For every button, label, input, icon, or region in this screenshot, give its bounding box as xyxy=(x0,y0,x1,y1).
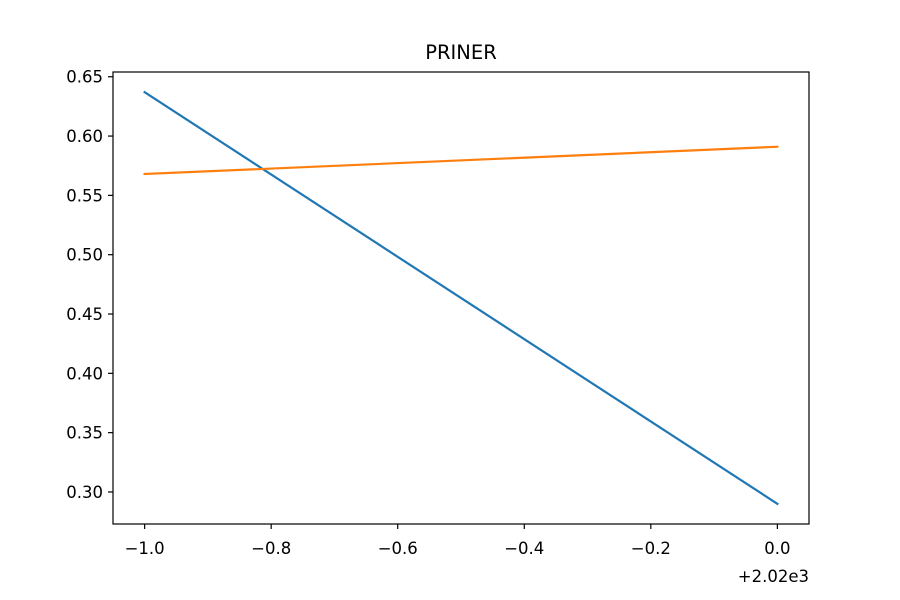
y-tick-label: 0.60 xyxy=(66,127,103,146)
y-tick-label: 0.55 xyxy=(66,186,103,205)
x-tick-label: −0.8 xyxy=(251,539,291,558)
x-tick-label: −0.4 xyxy=(504,539,544,558)
x-tick-label: −0.2 xyxy=(631,539,671,558)
x-tick-label: −1.0 xyxy=(125,539,165,558)
y-tick-label: 0.30 xyxy=(66,483,103,502)
x-axis-ticks: −1.0 −0.8 −0.6 −0.4 −0.2 0.0 xyxy=(125,524,790,558)
plot-lines xyxy=(143,90,779,506)
y-tick-label: 0.45 xyxy=(66,305,103,324)
y-tick-label: 0.65 xyxy=(66,68,103,87)
x-tick-label: −0.6 xyxy=(378,539,418,558)
x-axis-offset-label: +2.02e3 xyxy=(738,567,809,586)
y-tick-label: 0.35 xyxy=(66,424,103,443)
chart-title: PRINER xyxy=(425,41,497,64)
series-line-2 xyxy=(143,145,779,176)
y-tick-label: 0.40 xyxy=(66,364,103,383)
series-line-1 xyxy=(143,90,779,506)
axes-frame xyxy=(112,71,810,525)
y-tick-label: 0.50 xyxy=(66,246,103,265)
x-tick-label: 0.0 xyxy=(764,539,790,558)
y-axis-ticks: 0.30 0.35 0.40 0.45 0.50 0.55 0.60 0.65 xyxy=(66,68,113,502)
